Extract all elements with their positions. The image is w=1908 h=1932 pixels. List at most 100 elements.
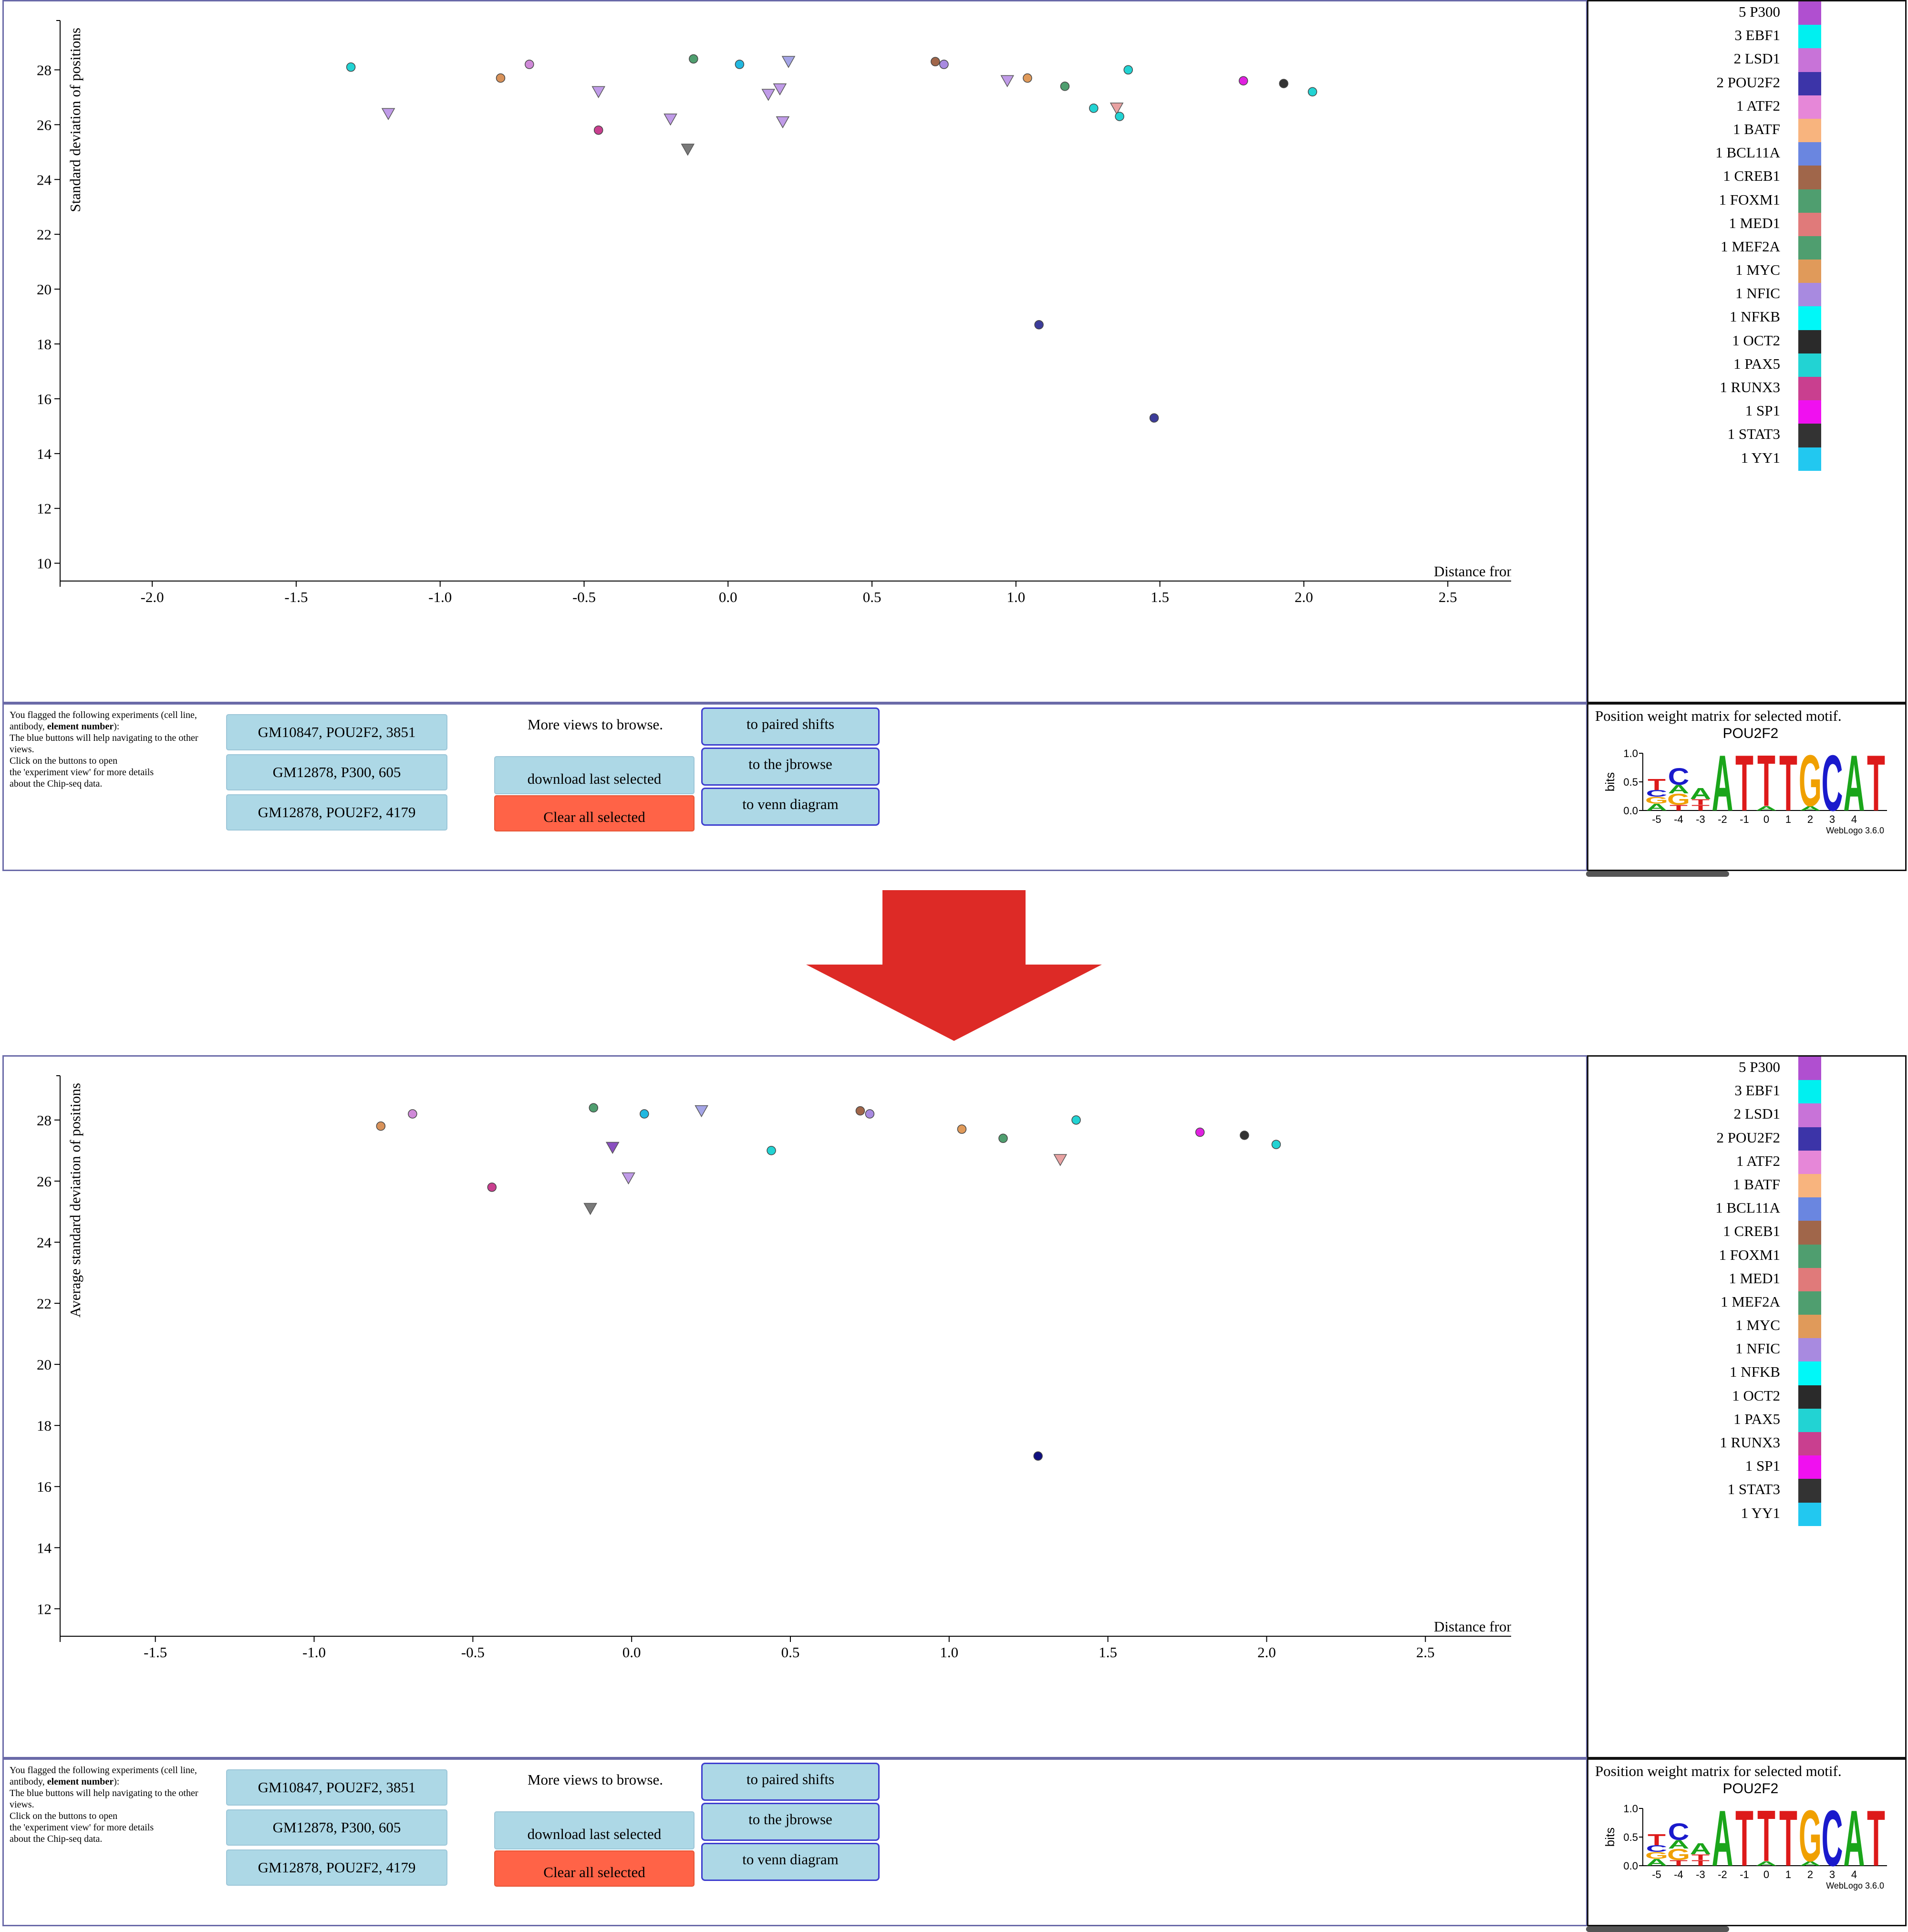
data-point-circle[interactable] <box>1033 1451 1043 1461</box>
data-point-triangle[interactable] <box>381 108 395 120</box>
data-point-circle[interactable] <box>496 73 506 83</box>
data-point-circle[interactable] <box>998 1133 1008 1143</box>
experiment-button-1[interactable]: GM10847, POU2F2, 3851 <box>226 714 447 750</box>
legend-item[interactable]: 3 EBF1 <box>1588 25 1905 49</box>
legend-item[interactable]: 5 P300 <box>1588 1 1905 25</box>
data-point-circle[interactable] <box>1034 320 1044 330</box>
data-point-circle[interactable] <box>1071 1115 1081 1125</box>
data-point-triangle[interactable] <box>583 1203 597 1215</box>
legend-item[interactable]: 1 ATF2 <box>1588 1150 1905 1174</box>
legend-item[interactable]: 1 MEF2A <box>1588 236 1905 260</box>
legend-item[interactable]: 1 RUNX3 <box>1588 1432 1905 1456</box>
data-point-circle[interactable] <box>376 1121 386 1131</box>
horizontal-scrollbar[interactable] <box>1586 871 1729 877</box>
data-point-triangle[interactable] <box>664 114 677 126</box>
data-point-triangle[interactable] <box>776 116 790 129</box>
data-point-circle[interactable] <box>1060 82 1070 91</box>
data-point-circle[interactable] <box>689 54 698 64</box>
to-jbrowse-button[interactable]: to the jbrowse <box>701 748 880 786</box>
data-point-circle[interactable] <box>1195 1127 1205 1137</box>
download-last-selected-button[interactable]: download last selected <box>494 756 695 794</box>
legend-item[interactable]: 1 CREB1 <box>1588 166 1905 189</box>
legend-item[interactable]: 1 STAT3 <box>1588 424 1905 447</box>
legend-item[interactable]: 1 BATF <box>1588 1174 1905 1198</box>
horizontal-scrollbar[interactable] <box>1586 1926 1729 1932</box>
experiment-button-1[interactable]: GM10847, POU2F2, 3851 <box>226 1769 447 1806</box>
legend-item[interactable]: 1 RUNX3 <box>1588 377 1905 401</box>
data-point-circle[interactable] <box>1023 73 1032 83</box>
data-point-triangle[interactable] <box>591 86 605 98</box>
data-point-triangle[interactable] <box>781 56 796 68</box>
data-point-triangle[interactable] <box>1053 1154 1068 1166</box>
data-point-circle[interactable] <box>767 1146 776 1155</box>
legend-item[interactable]: 1 YY1 <box>1588 447 1905 471</box>
legend-item[interactable]: 1 MEF2A <box>1588 1291 1905 1315</box>
data-point-circle[interactable] <box>931 57 940 66</box>
data-point-triangle[interactable] <box>681 144 695 156</box>
legend-item[interactable]: 1 SP1 <box>1588 1455 1905 1479</box>
legend-item[interactable]: 1 PAX5 <box>1588 1408 1905 1432</box>
legend-item[interactable]: 1 MED1 <box>1588 1267 1905 1291</box>
data-point-circle[interactable] <box>1271 1140 1281 1149</box>
data-point-circle[interactable] <box>957 1124 967 1134</box>
legend-item[interactable]: 1 SP1 <box>1588 400 1905 424</box>
data-point-triangle[interactable] <box>605 1142 620 1154</box>
data-point-circle[interactable] <box>593 125 603 135</box>
data-point-triangle[interactable] <box>1110 103 1124 115</box>
legend-item[interactable]: 2 POU2F2 <box>1588 1127 1905 1151</box>
data-point-triangle[interactable] <box>761 89 776 101</box>
legend-item[interactable]: 1 ATF2 <box>1588 95 1905 119</box>
legend-item[interactable]: 1 MED1 <box>1588 212 1905 236</box>
download-last-selected-button[interactable]: download last selected <box>494 1811 695 1849</box>
experiment-button-2[interactable]: GM12878, P300, 605 <box>226 754 447 790</box>
data-point-circle[interactable] <box>735 60 745 69</box>
legend-item[interactable]: 1 BCL11A <box>1588 142 1905 166</box>
data-point-circle[interactable] <box>1307 87 1317 97</box>
to-venn-diagram-button[interactable]: to venn diagram <box>701 1843 880 1881</box>
legend-item[interactable]: 1 YY1 <box>1588 1502 1905 1526</box>
legend-item[interactable]: 1 NFIC <box>1588 1338 1905 1362</box>
legend-item[interactable]: 1 STAT3 <box>1588 1479 1905 1503</box>
data-point-circle[interactable] <box>1240 1131 1249 1140</box>
legend-item[interactable]: 3 EBF1 <box>1588 1080 1905 1104</box>
scatter-plot[interactable]: 12 14 16 18 20 22 24 26 28 -1.5 -1.0 -0.5 0.0 0.5 1.0 1… <box>4 1057 1586 1757</box>
data-point-circle[interactable] <box>346 62 356 72</box>
legend-item[interactable]: 1 BATF <box>1588 118 1905 143</box>
data-point-triangle[interactable] <box>1000 75 1015 87</box>
data-point-circle[interactable] <box>1123 65 1133 75</box>
data-point-circle[interactable] <box>855 1106 865 1116</box>
legend-item[interactable]: 2 LSD1 <box>1588 1103 1905 1127</box>
to-jbrowse-button[interactable]: to the jbrowse <box>701 1803 880 1841</box>
data-point-triangle[interactable] <box>695 1105 708 1118</box>
experiment-button-2[interactable]: GM12878, P300, 605 <box>226 1809 447 1846</box>
legend-item[interactable]: 1 PAX5 <box>1588 353 1905 377</box>
clear-all-selected-button[interactable]: Clear all selected <box>494 1850 695 1887</box>
data-point-circle[interactable] <box>1149 413 1159 423</box>
legend-item[interactable]: 1 BCL11A <box>1588 1197 1905 1221</box>
experiment-button-3[interactable]: GM12878, POU2F2, 4179 <box>226 1849 447 1886</box>
data-point-triangle[interactable] <box>622 1172 635 1185</box>
to-paired-shifts-button[interactable]: to paired shifts <box>701 1763 880 1801</box>
legend-item[interactable]: 1 MYC <box>1588 1315 1905 1339</box>
legend-item[interactable]: 1 OCT2 <box>1588 1385 1905 1409</box>
data-point-circle[interactable] <box>525 60 534 69</box>
data-point-circle[interactable] <box>1238 76 1248 86</box>
data-point-circle[interactable] <box>1279 79 1288 88</box>
legend-item[interactable]: 2 LSD1 <box>1588 48 1905 72</box>
legend-item[interactable]: 1 NFIC <box>1588 283 1905 307</box>
data-point-circle[interactable] <box>939 60 949 69</box>
data-point-circle[interactable] <box>589 1103 599 1112</box>
legend-item[interactable]: 5 P300 <box>1588 1057 1905 1080</box>
legend-item[interactable]: 1 NFKB <box>1588 306 1905 330</box>
legend-item[interactable]: 1 CREB1 <box>1588 1221 1905 1245</box>
legend-item[interactable]: 1 FOXM1 <box>1588 189 1905 213</box>
data-point-circle[interactable] <box>640 1109 649 1119</box>
data-point-triangle[interactable] <box>773 83 787 96</box>
data-point-circle[interactable] <box>1089 104 1099 113</box>
legend-item[interactable]: 1 NFKB <box>1588 1361 1905 1385</box>
data-point-circle[interactable] <box>487 1182 497 1192</box>
data-point-circle[interactable] <box>408 1109 417 1119</box>
clear-all-selected-button[interactable]: Clear all selected <box>494 795 695 831</box>
legend-item[interactable]: 1 MYC <box>1588 260 1905 283</box>
to-venn-diagram-button[interactable]: to venn diagram <box>701 788 880 826</box>
